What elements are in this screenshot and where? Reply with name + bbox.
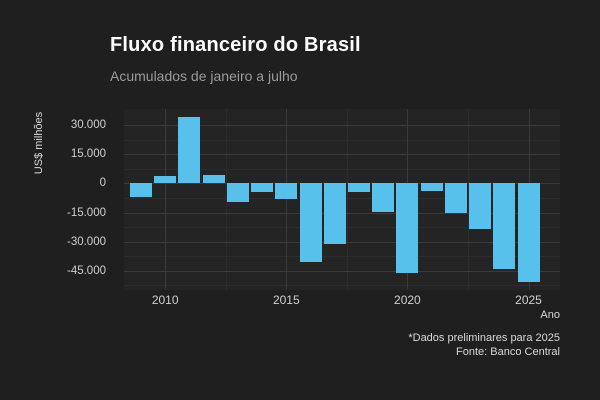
bar-2015 (275, 183, 298, 200)
bar-2016 (299, 183, 322, 262)
bar-2025 (517, 183, 540, 282)
gridline-major-horizontal (124, 154, 560, 156)
bar-2014 (251, 183, 274, 192)
chart-title: Fluxo financeiro do Brasil (110, 34, 361, 56)
gridline-minor-horizontal (124, 285, 560, 287)
x-tick-label: 2025 (515, 293, 542, 307)
bar-2022 (444, 183, 467, 214)
gridline-minor-horizontal (124, 168, 560, 170)
chart-subtitle: Acumulados de janeiro a julho (110, 68, 298, 84)
y-tick-label: -45.000 (66, 264, 106, 277)
x-tick-label: 2010 (151, 293, 179, 307)
y-axis-title: US$ milhões (33, 111, 45, 175)
bar-2024 (493, 183, 516, 270)
caption-preliminary-note: *Dados preliminares para 2025 (408, 332, 560, 344)
x-tick-label: 2015 (272, 293, 300, 307)
bar-2013 (226, 183, 249, 202)
caption-source: Fonte: Banco Central (456, 346, 560, 358)
y-tick-label: 15.000 (70, 148, 106, 161)
y-tick-label: 0 (99, 177, 106, 190)
gridline-minor-horizontal (124, 139, 560, 141)
gridline-major-horizontal (124, 125, 560, 126)
gridline-minor-vertical (346, 109, 348, 290)
bar-2017 (323, 183, 346, 245)
bar-2023 (469, 183, 492, 230)
y-tick-label: 30.000 (70, 119, 106, 131)
gridline-minor-vertical (225, 109, 227, 290)
bar-2012 (202, 175, 225, 184)
x-axis-title: Ano (540, 309, 560, 321)
gridline-major-horizontal (124, 270, 560, 272)
gridline-minor-vertical (468, 109, 469, 290)
caption: *Dados preliminares para 2025 Fonte: Ban… (408, 331, 560, 359)
bar-2018 (348, 183, 370, 193)
bar-2020 (396, 183, 419, 274)
bar-2019 (372, 183, 395, 213)
gridline-major-vertical (165, 109, 167, 290)
bar-2009 (130, 183, 152, 197)
plot-panel (124, 109, 560, 290)
x-tick-label: 2020 (394, 293, 421, 307)
bar-2021 (420, 183, 443, 192)
gridline-major-vertical (286, 109, 288, 290)
bar-2011 (178, 117, 201, 184)
bar-2010 (154, 175, 177, 184)
y-tick-label: -15.000 (66, 206, 106, 219)
y-tick-label: -30.000 (66, 235, 106, 248)
gridline-minor-horizontal (124, 256, 560, 258)
